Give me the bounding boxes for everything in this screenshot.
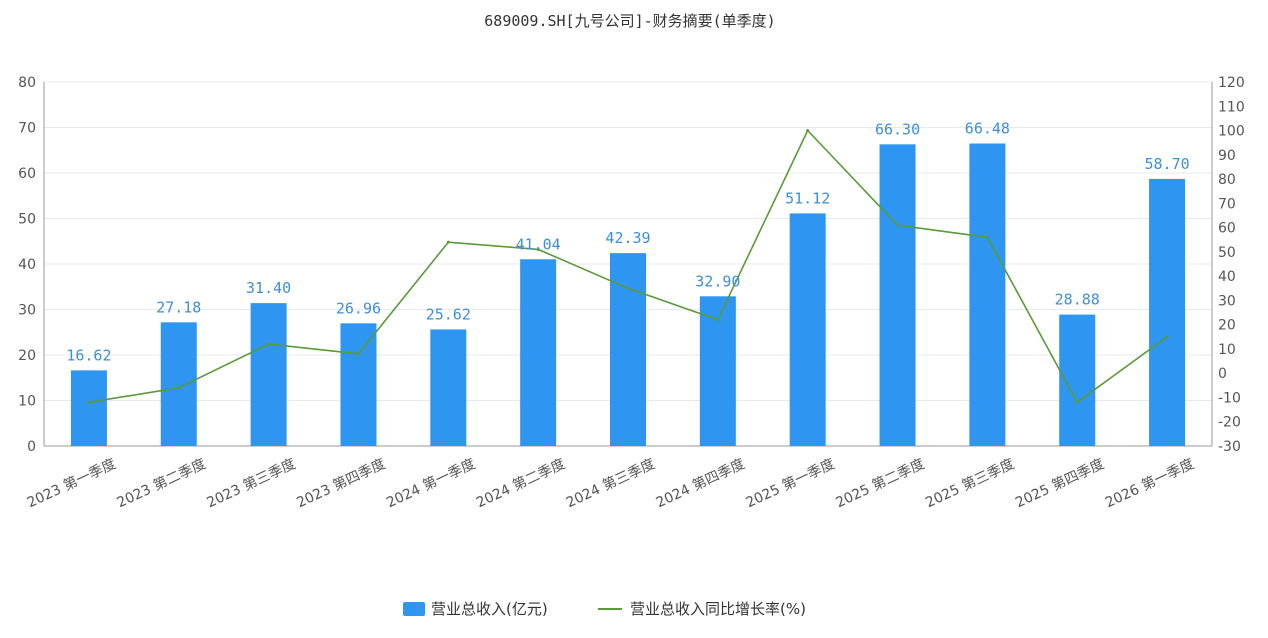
right-tick-label: 110 — [1218, 99, 1245, 115]
x-tick-label: 2024 第四季度 — [653, 455, 747, 511]
x-tick-label: 2025 第二季度 — [833, 455, 927, 511]
line-point[interactable] — [716, 318, 720, 322]
line-series — [87, 129, 1169, 404]
left-tick-label: 60 — [18, 166, 36, 182]
bar[interactable] — [250, 303, 287, 446]
bar-data-label: 26.96 — [336, 299, 381, 317]
bar-data-label: 66.30 — [875, 120, 920, 138]
left-axis: 0 10 20 30 40 50 60 70 80 — [18, 75, 45, 455]
line-point[interactable] — [626, 286, 630, 290]
line-point[interactable] — [267, 342, 271, 346]
line-point[interactable] — [1165, 335, 1169, 339]
x-tick-label: 2023 第一季度 — [24, 455, 118, 511]
x-tick-label: 2025 第四季度 — [1013, 455, 1107, 511]
line-point[interactable] — [1075, 400, 1079, 404]
right-tick-label: 120 — [1218, 75, 1245, 91]
left-tick-label: 0 — [27, 439, 36, 455]
x-tick-label: 2023 第四季度 — [294, 455, 388, 511]
x-tick-label: 2025 第三季度 — [923, 455, 1017, 511]
bar-series — [70, 143, 1186, 447]
bar[interactable] — [610, 253, 646, 446]
bar[interactable] — [1149, 178, 1186, 447]
right-tick-label: 70 — [1218, 196, 1236, 212]
right-tick-label: -10 — [1218, 390, 1241, 406]
line-point[interactable] — [985, 235, 989, 239]
bar-data-label: 28.88 — [1055, 291, 1100, 309]
left-tick-label: 20 — [18, 348, 36, 364]
right-axis: -30 -20 -10 0 10 20 30 40 50 60 70 80 90 100 110 120 — [1211, 75, 1245, 455]
x-tick-label: 2024 第三季度 — [563, 455, 657, 511]
bar[interactable] — [789, 213, 826, 446]
bar-data-label: 51.12 — [785, 189, 830, 207]
line-point[interactable] — [177, 386, 181, 390]
bar-data-label: 42.39 — [605, 229, 650, 247]
bar-data-label: 32.90 — [695, 272, 740, 290]
bar-data-label: 58.70 — [1144, 155, 1189, 173]
left-tick-label: 10 — [18, 394, 36, 410]
right-tick-label: -20 — [1218, 415, 1241, 431]
left-tick-label: 80 — [18, 75, 36, 91]
right-tick-label: 20 — [1218, 318, 1236, 334]
bar-data-label: 16.62 — [66, 346, 111, 364]
chart-title: 689009.SH[九号公司]-财务摘要(单季度) — [484, 12, 775, 30]
right-tick-label: -30 — [1218, 439, 1241, 455]
legend[interactable]: 营业总收入(亿元) 营业总收入同比增长率(%) — [403, 600, 806, 618]
left-tick-label: 50 — [18, 212, 36, 228]
line-point[interactable] — [536, 247, 540, 251]
line-point[interactable] — [356, 352, 360, 356]
bar-data-label: 27.18 — [156, 298, 201, 316]
right-tick-label: 0 — [1218, 366, 1227, 382]
legend-line-label[interactable]: 营业总收入同比增长率(%) — [630, 600, 806, 618]
x-tick-label: 2025 第一季度 — [743, 455, 837, 511]
right-tick-label: 40 — [1218, 269, 1236, 285]
x-tick-label: 2024 第一季度 — [384, 455, 478, 511]
bar[interactable] — [70, 370, 107, 446]
line-point[interactable] — [446, 240, 450, 244]
right-tick-label: 80 — [1218, 172, 1236, 188]
x-tick-label: 2026 第一季度 — [1102, 455, 1196, 511]
bar-data-label: 25.62 — [426, 305, 471, 323]
x-tick-label: 2023 第三季度 — [204, 455, 298, 511]
legend-bar-swatch[interactable] — [403, 602, 425, 616]
right-tick-label: 50 — [1218, 245, 1236, 261]
bar[interactable] — [160, 322, 197, 446]
line-point[interactable] — [896, 223, 900, 227]
bar-data-label: 66.48 — [965, 120, 1010, 138]
data-labels: 16.62 27.18 31.40 26.96 25.62 41.04 42.39 32.90… — [66, 120, 1189, 365]
bar[interactable] — [520, 259, 557, 446]
line-point[interactable] — [806, 129, 810, 133]
bar-data-label: 41.04 — [516, 235, 561, 253]
left-tick-label: 70 — [18, 121, 36, 137]
left-tick-label: 40 — [18, 257, 36, 273]
line-point[interactable] — [87, 400, 91, 404]
x-tick-label: 2023 第二季度 — [114, 455, 208, 511]
left-tick-label: 30 — [18, 303, 36, 319]
x-tick-label: 2024 第二季度 — [474, 455, 568, 511]
bar[interactable] — [879, 144, 916, 446]
bar[interactable] — [430, 329, 467, 446]
right-tick-label: 10 — [1218, 342, 1236, 358]
right-tick-label: 30 — [1218, 293, 1236, 309]
right-tick-label: 60 — [1218, 221, 1236, 237]
bar-data-label: 31.40 — [246, 279, 291, 297]
bar[interactable] — [340, 323, 377, 446]
right-tick-label: 90 — [1218, 148, 1236, 164]
bar[interactable] — [969, 143, 1006, 447]
legend-bar-label[interactable]: 营业总收入(亿元) — [431, 600, 548, 618]
right-tick-label: 100 — [1218, 124, 1245, 140]
